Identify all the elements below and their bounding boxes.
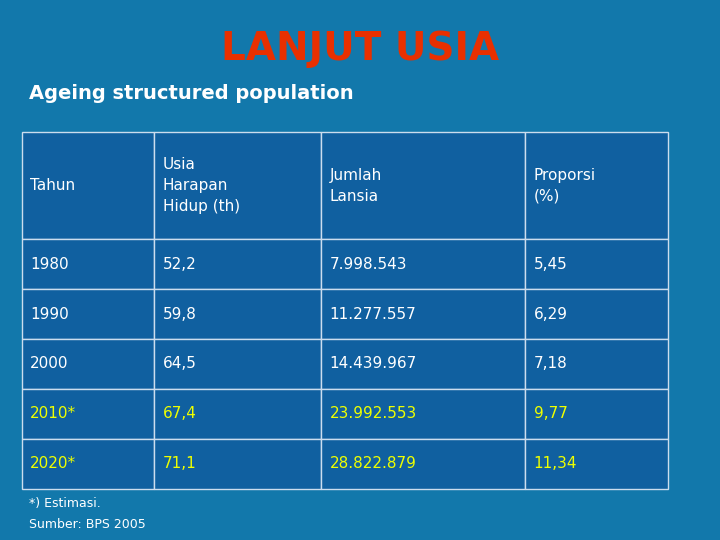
Text: Jumlah
Lansia: Jumlah Lansia — [330, 168, 382, 204]
Text: Ageing structured population: Ageing structured population — [29, 84, 354, 103]
Text: 11,34: 11,34 — [534, 456, 577, 471]
FancyBboxPatch shape — [154, 289, 321, 339]
Text: 23.992.553: 23.992.553 — [330, 407, 417, 421]
FancyBboxPatch shape — [321, 339, 525, 389]
Text: 64,5: 64,5 — [163, 356, 197, 372]
Text: 67,4: 67,4 — [163, 407, 197, 421]
Text: 52,2: 52,2 — [163, 256, 197, 272]
Text: 59,8: 59,8 — [163, 307, 197, 321]
FancyBboxPatch shape — [321, 239, 525, 289]
Text: 9,77: 9,77 — [534, 407, 567, 421]
Text: 28.822.879: 28.822.879 — [330, 456, 416, 471]
Text: 2010*: 2010* — [30, 407, 76, 421]
FancyBboxPatch shape — [525, 389, 668, 439]
Text: 2020*: 2020* — [30, 456, 76, 471]
FancyBboxPatch shape — [22, 439, 154, 489]
Text: 71,1: 71,1 — [163, 456, 197, 471]
Text: Tahun: Tahun — [30, 178, 76, 193]
FancyBboxPatch shape — [154, 439, 321, 489]
Text: Usia
Harapan
Hidup (th): Usia Harapan Hidup (th) — [163, 157, 240, 214]
FancyBboxPatch shape — [321, 439, 525, 489]
Text: 6,29: 6,29 — [534, 307, 568, 321]
Text: 2000: 2000 — [30, 356, 68, 372]
FancyBboxPatch shape — [22, 289, 154, 339]
FancyBboxPatch shape — [525, 239, 668, 289]
Text: Sumber: BPS 2005: Sumber: BPS 2005 — [29, 518, 145, 531]
FancyBboxPatch shape — [22, 339, 154, 389]
FancyBboxPatch shape — [525, 132, 668, 239]
Text: 11.277.557: 11.277.557 — [330, 307, 416, 321]
FancyBboxPatch shape — [321, 132, 525, 239]
Text: 1990: 1990 — [30, 307, 69, 321]
FancyBboxPatch shape — [154, 389, 321, 439]
Text: Proporsi
(%): Proporsi (%) — [534, 168, 596, 204]
Text: 5,45: 5,45 — [534, 256, 567, 272]
FancyBboxPatch shape — [525, 439, 668, 489]
Text: *) Estimasi.: *) Estimasi. — [29, 497, 101, 510]
FancyBboxPatch shape — [321, 289, 525, 339]
FancyBboxPatch shape — [154, 239, 321, 289]
Text: 14.439.967: 14.439.967 — [330, 356, 417, 372]
FancyBboxPatch shape — [154, 339, 321, 389]
FancyBboxPatch shape — [154, 132, 321, 239]
FancyBboxPatch shape — [22, 132, 154, 239]
FancyBboxPatch shape — [525, 339, 668, 389]
Text: 7.998.543: 7.998.543 — [330, 256, 407, 272]
FancyBboxPatch shape — [525, 289, 668, 339]
FancyBboxPatch shape — [22, 239, 154, 289]
Text: 7,18: 7,18 — [534, 356, 567, 372]
Text: LANJUT USIA: LANJUT USIA — [221, 30, 499, 68]
FancyBboxPatch shape — [321, 389, 525, 439]
FancyBboxPatch shape — [22, 389, 154, 439]
Text: 1980: 1980 — [30, 256, 69, 272]
